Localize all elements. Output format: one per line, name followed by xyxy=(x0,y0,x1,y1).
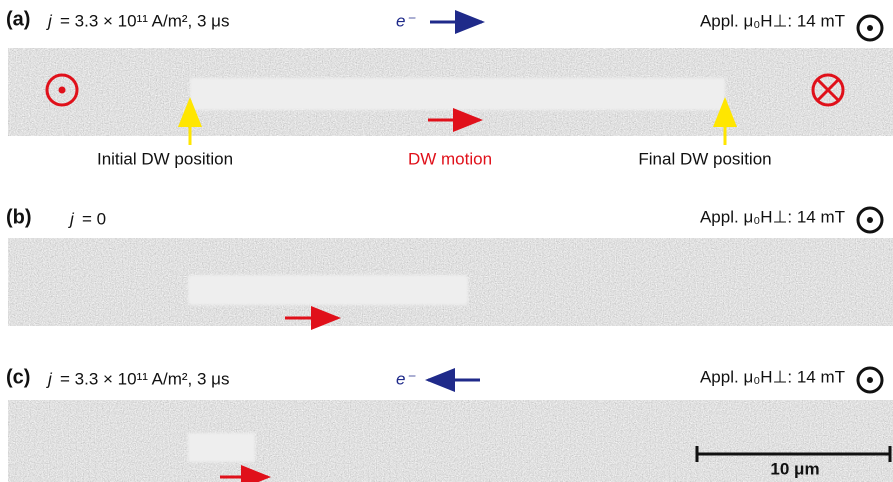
annotation: Initial DW position xyxy=(97,149,233,168)
field-out-dot xyxy=(867,377,873,383)
field-out-dot xyxy=(867,25,873,31)
domain xyxy=(190,78,725,110)
annotation: DW motion xyxy=(408,149,492,168)
field-out-dot xyxy=(867,217,873,223)
current-symbol: j xyxy=(46,369,53,388)
condition: = 3.3 × 10¹¹ A/m², 3 μs xyxy=(60,11,229,30)
domain xyxy=(188,433,255,462)
mag-up-dot xyxy=(59,87,66,94)
figure: (a) j = 3.3 × 10¹¹ A/m², 3 μs e⁻ Appl. μ… xyxy=(0,0,893,482)
annotation: Final DW position xyxy=(638,149,771,168)
field: Appl. μ₀H⊥: 14 mT xyxy=(700,11,845,30)
condition: = 0 xyxy=(82,209,106,228)
electron: e⁻ xyxy=(396,11,416,30)
electron: e⁻ xyxy=(396,369,416,388)
condition: = 3.3 × 10¹¹ A/m², 3 μs xyxy=(60,369,229,388)
field: Appl. μ₀H⊥: 14 mT xyxy=(700,207,845,226)
scale-label: 10 μm xyxy=(770,459,819,478)
page: (a) j = 3.3 × 10¹¹ A/m², 3 μs e⁻ Appl. μ… xyxy=(0,0,893,482)
domain xyxy=(188,275,468,305)
current-symbol: j xyxy=(46,11,53,30)
panel-label: (b) xyxy=(6,206,32,228)
panel-label: (a) xyxy=(6,8,30,30)
current-symbol: j xyxy=(68,209,75,228)
field: Appl. μ₀H⊥: 14 mT xyxy=(700,367,845,386)
panel-label: (c) xyxy=(6,366,30,388)
kerr-image xyxy=(8,400,893,482)
